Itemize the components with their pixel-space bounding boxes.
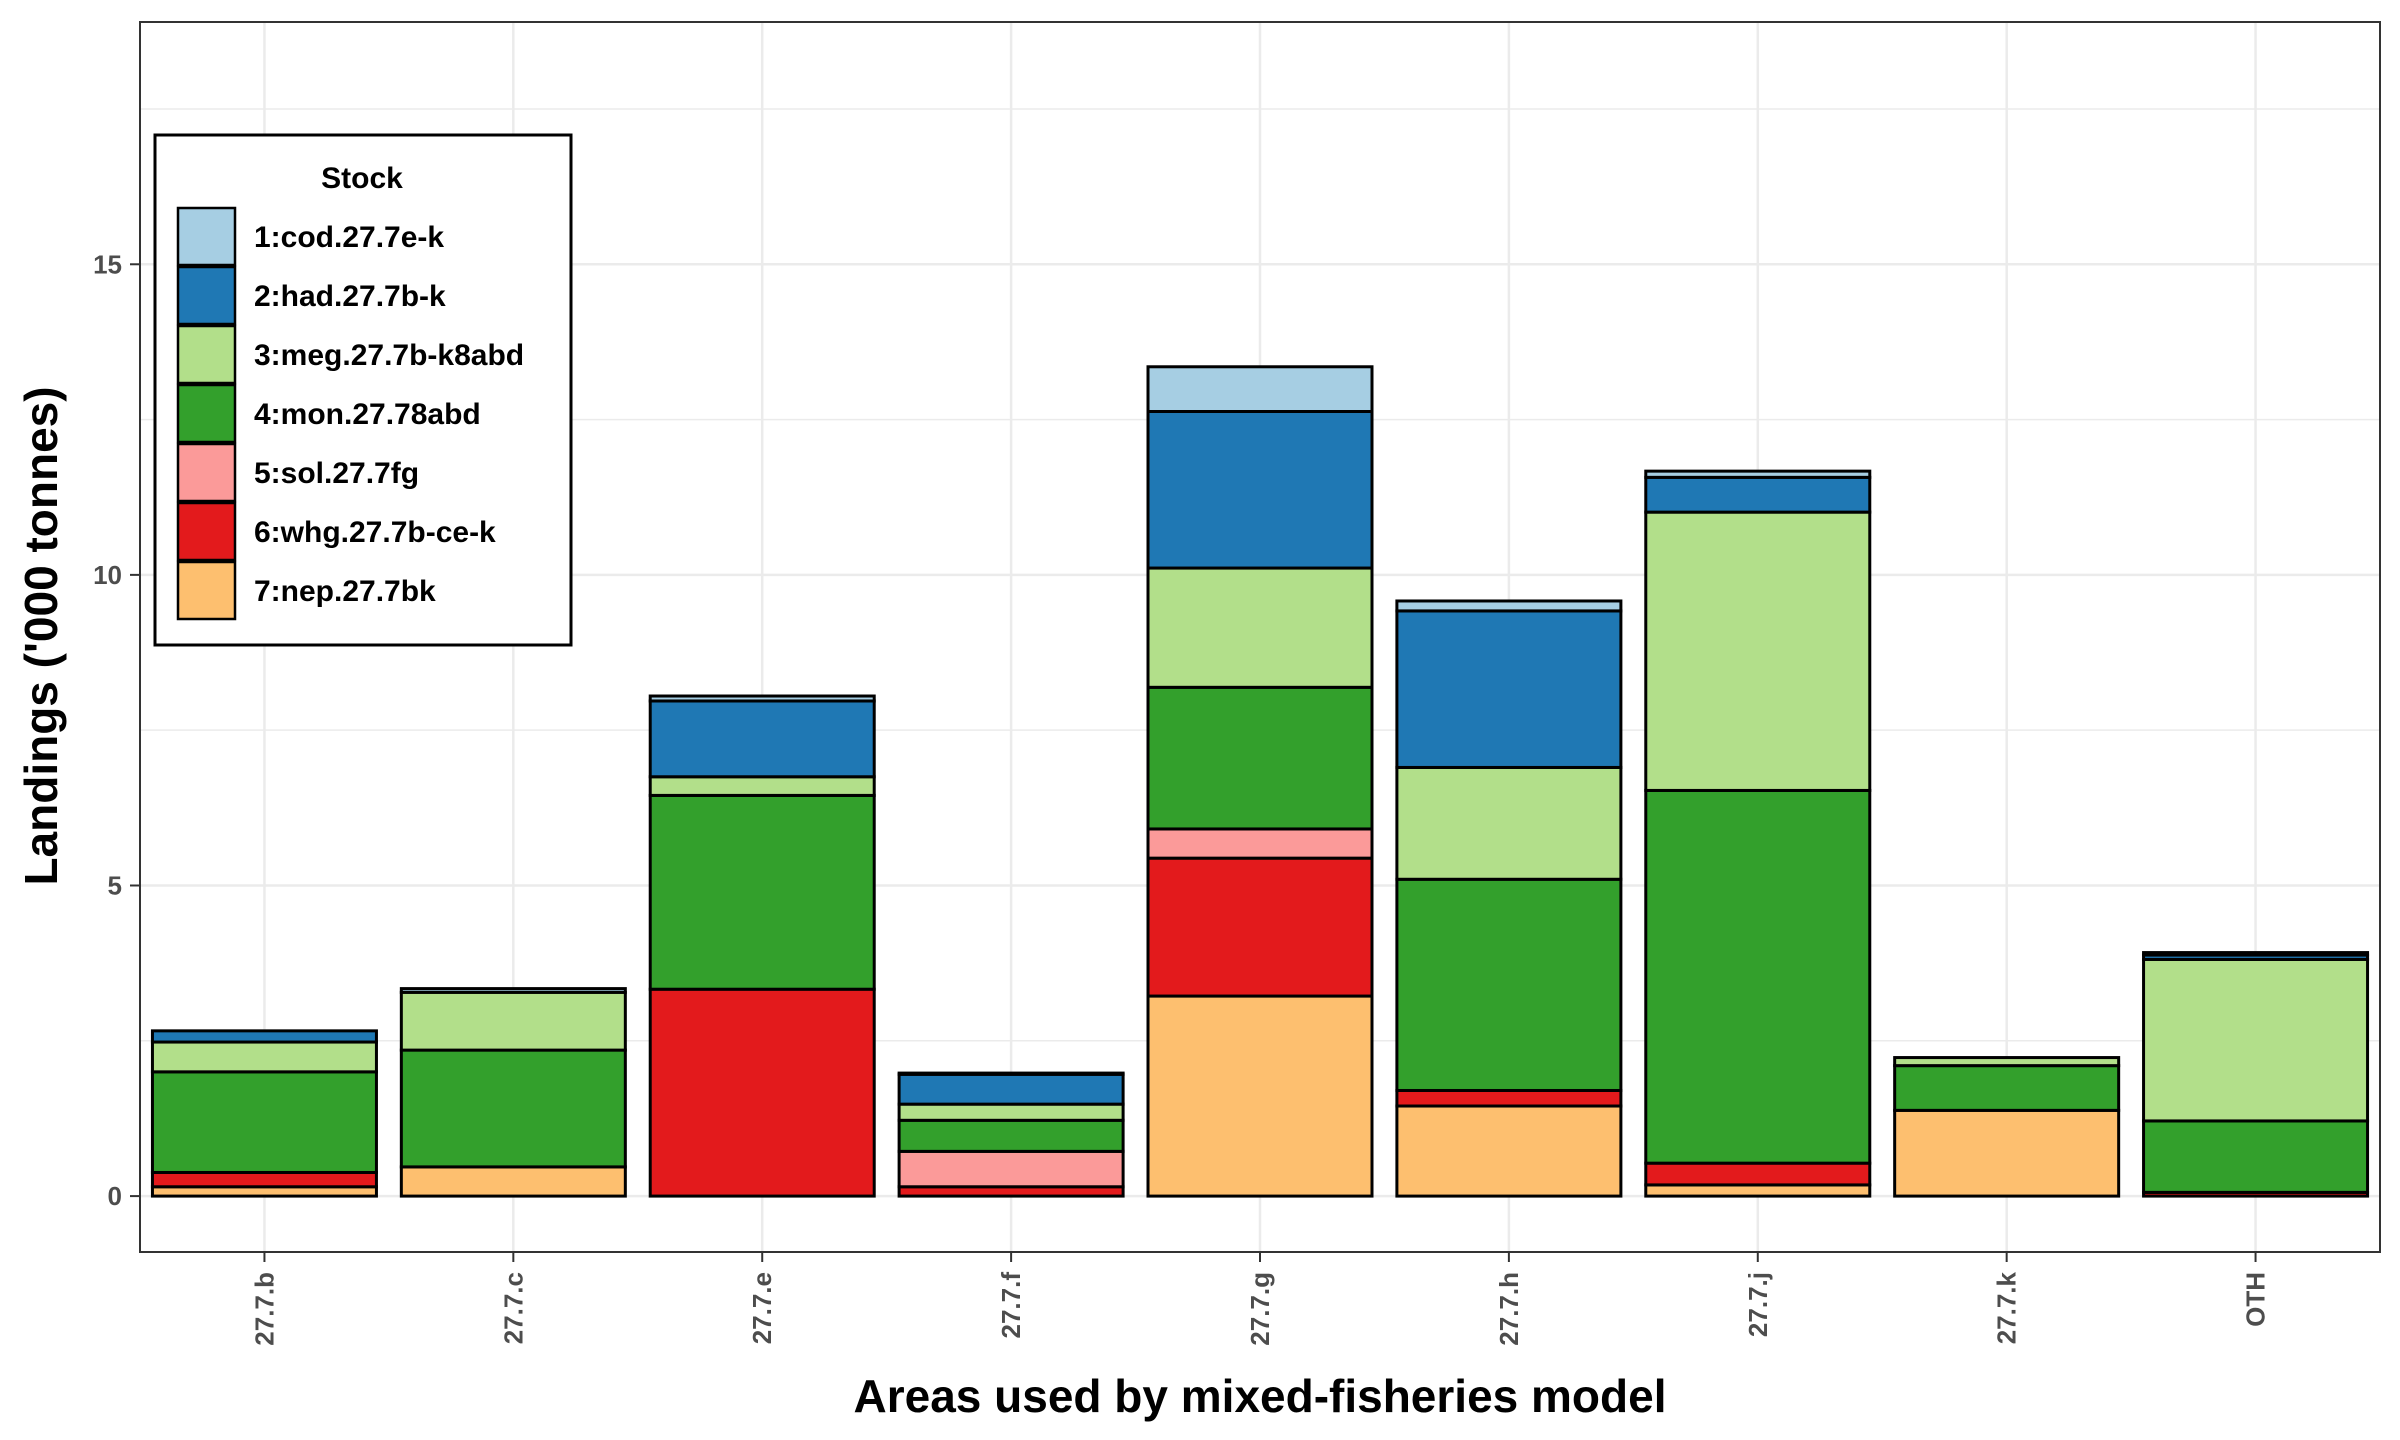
legend-label: 1:cod.27.7e-k: [254, 221, 444, 254]
bar-segment: [648, 694, 876, 703]
bars: [150, 365, 2370, 1198]
bar-segment: [1146, 566, 1374, 689]
bar-segment: [897, 1102, 1125, 1122]
bar-stack: [399, 987, 627, 1198]
legend-item: 5:sol.27.7fg: [176, 442, 419, 503]
bar-segment: [1644, 510, 1872, 792]
bar-segment: [897, 1072, 1125, 1106]
legend-item: 2:had.27.7b-k: [176, 265, 446, 326]
y-tick-label: 15: [93, 249, 122, 279]
y-tick-label: 5: [108, 870, 122, 900]
y-axis-title: Landings ('000 tonnes): [15, 386, 67, 885]
bar-segment: [1146, 994, 1374, 1198]
bar-segment: [1395, 765, 1623, 881]
bar-stack: [1395, 599, 1623, 1198]
y-tick-label: 0: [108, 1181, 122, 1211]
x-tick-label: 27.7.e: [747, 1272, 777, 1344]
legend-swatch: [176, 265, 237, 326]
x-axis-title: Areas used by mixed-fisheries model: [854, 1370, 1667, 1422]
bar-segment: [1395, 877, 1623, 1092]
legend-label: 4:mon.27.78abd: [254, 398, 481, 431]
legend-swatch: [176, 501, 237, 562]
bar-segment: [150, 1029, 378, 1044]
bar-segment: [897, 1071, 1125, 1076]
legend-item: 7:nep.27.7bk: [176, 560, 436, 621]
bar-segment: [150, 1170, 378, 1189]
bar-segment: [1644, 1161, 1872, 1187]
bar-stack: [1644, 469, 1872, 1198]
legend-label: 2:had.27.7b-k: [254, 280, 446, 313]
x-axis: 27.7.b 27.7.c 27.7.e 27.7.f 27.7.g 27.7.h 27.7…: [249, 1252, 2271, 1346]
bar-segment: [399, 1048, 627, 1169]
bar-segment: [399, 1165, 627, 1198]
bar-segment: [1644, 469, 1872, 479]
bar-segment: [2142, 957, 2370, 1123]
bar-segment: [648, 793, 876, 991]
bar-segment: [897, 1149, 1125, 1189]
x-tick-label: 27.7.f: [996, 1272, 1026, 1339]
legend-swatch: [176, 560, 237, 621]
x-tick-label: 27.7.b: [249, 1272, 279, 1346]
bar-segment: [648, 987, 876, 1198]
bar-segment: [1146, 827, 1374, 860]
x-tick-label: 27.7.c: [498, 1272, 528, 1344]
legend-swatch: [176, 442, 237, 503]
bar-segment: [1893, 1108, 2121, 1198]
bar-segment: [399, 987, 627, 994]
y-tick-label: 10: [93, 560, 122, 590]
legend-item: 4:mon.27.78abd: [176, 383, 481, 444]
bar-segment: [648, 775, 876, 797]
bar-stack: [648, 694, 876, 1198]
legend: Stock 1:cod.27.7e-k 2:had.27.7b-k 3:meg.27.…: [153, 133, 573, 647]
bar-segment: [2142, 951, 2370, 957]
bar-segment: [1395, 599, 1623, 613]
bar-segment: [1893, 1056, 2121, 1068]
x-tick-label: 27.7.h: [1494, 1272, 1524, 1346]
legend-label: 7:nep.27.7bk: [254, 575, 436, 608]
legend-swatch: [176, 206, 237, 267]
bar-segment: [648, 699, 876, 779]
bar-segment: [1146, 410, 1374, 570]
legend-swatch: [176, 324, 237, 385]
legend-swatch: [176, 383, 237, 444]
bar-stack: [1893, 1056, 2121, 1198]
bar-segment: [1146, 685, 1374, 831]
legend-label: 5:sol.27.7fg: [254, 457, 419, 490]
legend-title: Stock: [321, 162, 403, 195]
bar-stack: [2142, 951, 2370, 1198]
bar-segment: [1146, 856, 1374, 998]
bar-segment: [1146, 365, 1374, 414]
bar-segment: [1893, 1064, 2121, 1112]
legend-item: 3:meg.27.7b-k8abd: [176, 324, 524, 385]
legend-label: 6:whg.27.7b-ce-k: [254, 516, 496, 549]
legend-item: 6:whg.27.7b-ce-k: [176, 501, 496, 562]
legend-label: 3:meg.27.7b-k8abd: [254, 339, 524, 372]
bar-stack: [1146, 365, 1374, 1198]
y-axis: 0 5 10 15: [93, 249, 140, 1211]
bar-stack: [897, 1071, 1125, 1198]
bar-segment: [150, 1070, 378, 1174]
bar-stack: [150, 1029, 378, 1198]
bar-segment: [1644, 788, 1872, 1165]
bar-segment: [150, 1040, 378, 1074]
bar-segment: [2142, 1119, 2370, 1194]
bar-segment: [1395, 1104, 1623, 1198]
x-tick-label: 27.7.g: [1245, 1272, 1275, 1346]
x-tick-label: 27.7.j: [1743, 1272, 1773, 1337]
legend-item: 1:cod.27.7e-k: [176, 206, 444, 267]
bar-segment: [1644, 475, 1872, 514]
bar-segment: [897, 1118, 1125, 1153]
x-tick-label: OTH: [2241, 1272, 2271, 1327]
bar-segment: [1395, 609, 1623, 769]
bar-segment: [1395, 1088, 1623, 1108]
bar-segment: [399, 990, 627, 1052]
bar-segment: [1644, 1183, 1872, 1198]
x-tick-label: 27.7.k: [1992, 1271, 2022, 1344]
